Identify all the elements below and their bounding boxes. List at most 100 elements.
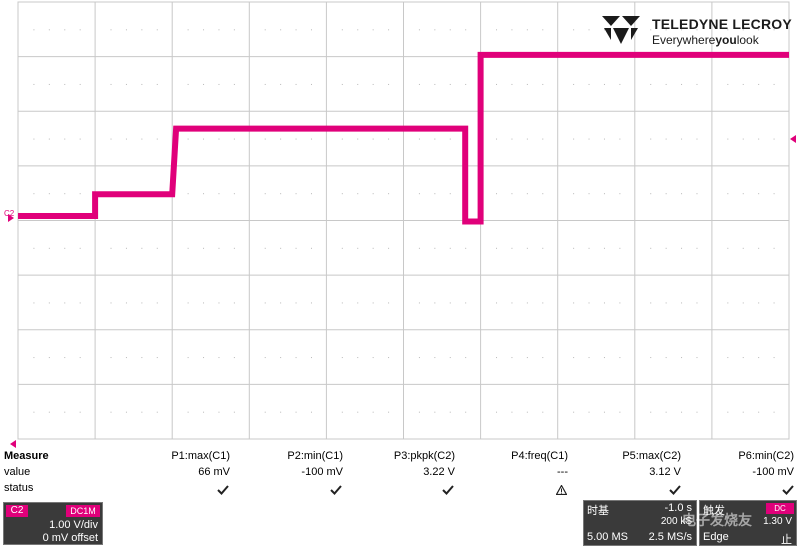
grid-dot bbox=[280, 83, 282, 85]
measure-value-row: value 66 mV -100 mV 3.22 V --- 3.12 V -1… bbox=[0, 466, 800, 482]
param-name[interactable]: P4:freq(C1) bbox=[511, 450, 568, 462]
grid-dot bbox=[218, 138, 220, 140]
grid-dot bbox=[650, 357, 652, 359]
grid-dot bbox=[64, 247, 66, 249]
trigger-position-marker-icon[interactable] bbox=[10, 440, 16, 448]
grid-dot bbox=[573, 193, 575, 195]
grid-dot bbox=[511, 83, 513, 85]
brand-name: TELEDYNE LECROY bbox=[652, 16, 792, 32]
grid-dot bbox=[727, 138, 729, 140]
trigger-level-marker-icon[interactable] bbox=[790, 135, 796, 143]
grid-dot bbox=[33, 357, 35, 359]
grid-dot bbox=[264, 247, 266, 249]
grid-dot bbox=[511, 247, 513, 249]
grid-dot bbox=[310, 83, 312, 85]
grid-dot bbox=[603, 302, 605, 304]
grid-dot bbox=[449, 193, 451, 195]
grid-dot bbox=[526, 29, 528, 31]
channel-descriptor-box[interactable]: C2 DC1M 1.00 V/div 0 mV offset bbox=[3, 502, 103, 545]
grid-dot bbox=[449, 357, 451, 359]
grid-dot bbox=[64, 138, 66, 140]
grid-dot bbox=[496, 193, 498, 195]
grid-dot bbox=[526, 411, 528, 413]
ground-marker-icon[interactable] bbox=[8, 214, 14, 222]
timebase-descriptor-box[interactable]: 时基 -1.0 s 200 kS 5.00 MS 2.5 MS/s bbox=[583, 500, 697, 546]
grid-dot bbox=[696, 411, 698, 413]
grid-dot bbox=[156, 357, 158, 359]
grid-dot bbox=[681, 29, 683, 31]
grid-dot bbox=[310, 411, 312, 413]
measure-table: Measure P1:max(C1) P2:min(C1) P3:pkpk(C2… bbox=[0, 450, 800, 502]
grid-dot bbox=[141, 83, 143, 85]
grid-dot bbox=[773, 411, 775, 413]
check-icon bbox=[669, 485, 681, 495]
grid-dot bbox=[434, 302, 436, 304]
grid-dot bbox=[187, 138, 189, 140]
grid-dot bbox=[696, 357, 698, 359]
param-value: -100 mV bbox=[752, 466, 794, 478]
param-name[interactable]: P3:pkpk(C2) bbox=[393, 450, 455, 462]
grid-dot bbox=[218, 357, 220, 359]
grid-dot bbox=[434, 357, 436, 359]
grid-dot bbox=[233, 357, 235, 359]
grid-dot bbox=[496, 411, 498, 413]
param-name[interactable]: P1:max(C1) bbox=[171, 450, 230, 462]
grid-dot bbox=[758, 302, 760, 304]
grid-dot bbox=[742, 29, 744, 31]
param-name[interactable]: P2:min(C1) bbox=[287, 450, 343, 462]
grid-dot bbox=[264, 138, 266, 140]
grid-dot bbox=[79, 411, 81, 413]
grid-dot bbox=[280, 411, 282, 413]
grid-dot bbox=[573, 247, 575, 249]
grid-dot bbox=[542, 83, 544, 85]
grid-dot bbox=[542, 193, 544, 195]
grid-dot bbox=[310, 193, 312, 195]
grid-dot bbox=[603, 247, 605, 249]
channel-tag: C2 bbox=[6, 505, 28, 517]
channel-volts-per-div: 1.00 V/div bbox=[49, 519, 98, 531]
grid-dot bbox=[48, 138, 50, 140]
trigger-descriptor-box[interactable]: 触发 DC 1.30 V Edge 止 bbox=[699, 500, 797, 546]
grid-dot bbox=[665, 83, 667, 85]
grid-dot bbox=[573, 83, 575, 85]
grid-dot bbox=[573, 138, 575, 140]
grid-dot bbox=[357, 302, 359, 304]
grid-dot bbox=[727, 193, 729, 195]
grid-dot bbox=[758, 138, 760, 140]
grid-dot bbox=[187, 302, 189, 304]
param-name[interactable]: P5:max(C2) bbox=[622, 450, 681, 462]
param-value: 66 mV bbox=[198, 466, 230, 478]
grid-dot bbox=[64, 193, 66, 195]
grid-dot bbox=[603, 29, 605, 31]
lecroy-logo-icon bbox=[602, 16, 640, 44]
grid-dot bbox=[141, 357, 143, 359]
trigger-title: 触发 bbox=[703, 505, 725, 517]
grid-dot bbox=[588, 247, 590, 249]
timebase-points: 200 kS bbox=[660, 516, 692, 527]
grid-dot bbox=[280, 29, 282, 31]
grid-dot bbox=[264, 29, 266, 31]
grid-dot bbox=[603, 193, 605, 195]
grid-dot bbox=[542, 138, 544, 140]
grid-dot bbox=[773, 83, 775, 85]
grid-dot bbox=[496, 29, 498, 31]
grid-dot bbox=[372, 302, 374, 304]
grid-dot bbox=[418, 411, 420, 413]
trigger-mode: 止 bbox=[781, 534, 792, 546]
grid-dot bbox=[218, 247, 220, 249]
param-name[interactable]: P6:min(C2) bbox=[738, 450, 794, 462]
scope-display[interactable]: TELEDYNE LECROY Everywhereyoulook C2 bbox=[0, 0, 800, 448]
grid-dot bbox=[33, 138, 35, 140]
grid-dot bbox=[64, 29, 66, 31]
grid-dot bbox=[33, 411, 35, 413]
grid-dot bbox=[141, 302, 143, 304]
grid-dot bbox=[588, 411, 590, 413]
grid-dot bbox=[110, 247, 112, 249]
grid-dot bbox=[696, 29, 698, 31]
grid-dot bbox=[681, 83, 683, 85]
grid-dot bbox=[203, 247, 205, 249]
grid-dot bbox=[526, 302, 528, 304]
grid-dot bbox=[542, 29, 544, 31]
grid-dot bbox=[203, 29, 205, 31]
grid-dot bbox=[773, 247, 775, 249]
